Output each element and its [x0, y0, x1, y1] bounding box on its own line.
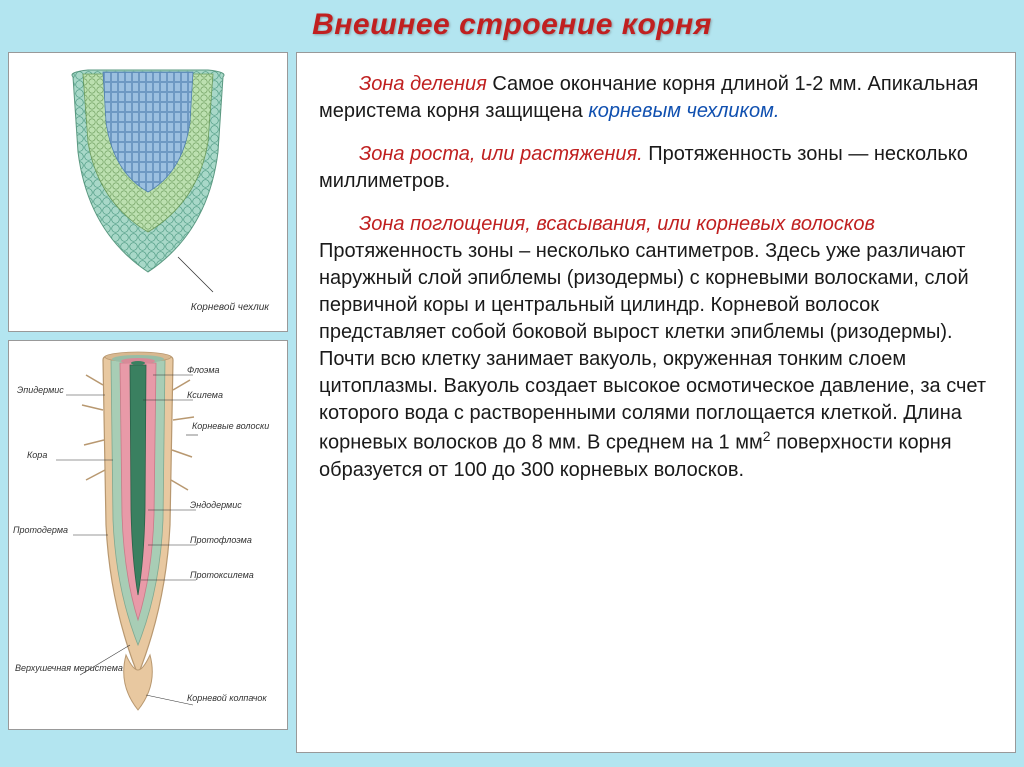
- label-phloem: Флоэма: [187, 365, 220, 375]
- zone-absorption: Зона поглощения, всасывания, или корневы…: [359, 213, 875, 235]
- para-3: Зона поглощения, всасывания, или корневы…: [319, 211, 993, 484]
- diagram1-caption: Корневой чехлик: [191, 302, 269, 313]
- para-2: Зона роста, или растяжения. Протяженност…: [319, 141, 993, 195]
- content-row: Корневой чехлик: [8, 52, 1016, 753]
- label-cortex: Кора: [27, 450, 47, 460]
- label-protoderma: Протодерма: [13, 525, 68, 535]
- p3-text-a: Протяженность зоны – несколько сантиметр…: [319, 240, 986, 454]
- label-xylem: Ксилема: [187, 390, 223, 400]
- label-protoxylem: Протоксилема: [190, 570, 254, 580]
- para-1: Зона деления Самое окончание корня длино…: [319, 71, 993, 125]
- diagram-root-structure: Эпидермис Кора Протодерма Флоэма Ксилема…: [8, 340, 288, 730]
- label-protophloem: Протофлоэма: [190, 535, 252, 545]
- label-epidermis: Эпидермис: [17, 385, 64, 395]
- left-column: Корневой чехлик: [8, 52, 288, 753]
- label-endodermis: Эндодермис: [190, 500, 242, 510]
- label-hairs: Корневые волоски: [192, 421, 269, 431]
- root-cap-svg: [48, 62, 248, 322]
- label-cap: Корневой колпачок: [187, 693, 267, 703]
- zone-growth: Зона роста, или растяжения.: [359, 143, 643, 165]
- label-apical: Верхушечная меристема: [15, 663, 123, 673]
- root-cap-term: корневым чехликом.: [588, 100, 779, 122]
- sup-2: 2: [763, 428, 771, 444]
- diagram-root-cap: Корневой чехлик: [8, 52, 288, 332]
- page-title: Внешнее строение корня: [8, 8, 1016, 42]
- zone-division: Зона деления: [359, 73, 487, 95]
- text-panel: Зона деления Самое окончание корня длино…: [296, 52, 1016, 753]
